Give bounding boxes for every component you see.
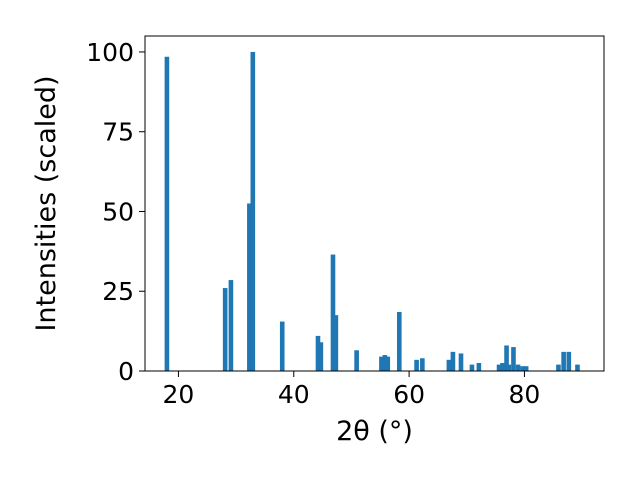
bar — [385, 356, 391, 371]
x-tick-label: 20 — [163, 380, 195, 409]
bar — [414, 359, 419, 371]
bar — [446, 359, 452, 371]
y-tick-label: 100 — [86, 38, 134, 67]
bar — [520, 366, 525, 371]
y-ticks-group: 0 25 50 75 100 — [86, 38, 145, 386]
y-tick-label: 25 — [102, 277, 134, 306]
bar — [504, 345, 509, 371]
bar — [575, 364, 580, 371]
bar — [379, 356, 384, 371]
bar — [250, 51, 256, 371]
bar — [450, 351, 456, 371]
bar — [458, 353, 464, 371]
x-tick-label: 60 — [393, 380, 425, 409]
bar — [247, 203, 252, 371]
bar — [469, 364, 475, 371]
bar — [382, 355, 388, 371]
bar — [279, 321, 285, 371]
bar — [496, 364, 502, 371]
bar — [566, 351, 572, 371]
bar — [354, 350, 359, 371]
y-axis-label: Intensities (scaled) — [31, 75, 62, 331]
plot-frame — [144, 35, 605, 372]
bar — [506, 364, 512, 371]
x-axis-label: 2θ (°) — [336, 416, 413, 447]
bar — [476, 363, 482, 371]
bar — [523, 366, 529, 371]
bar — [511, 347, 516, 371]
y-tick-label: 0 — [118, 357, 134, 386]
y-tick-label: 50 — [102, 197, 134, 226]
bar — [500, 363, 505, 371]
bar — [561, 351, 566, 371]
bar — [164, 56, 170, 372]
x-ticks-group: 20 40 60 80 — [163, 371, 541, 409]
bar — [228, 280, 234, 371]
bar — [315, 335, 321, 371]
bar — [222, 288, 228, 371]
bar — [420, 358, 425, 371]
bar — [333, 315, 339, 371]
bar — [318, 342, 324, 371]
bar — [330, 254, 336, 371]
bar — [556, 364, 561, 371]
x-tick-label: 40 — [278, 380, 310, 409]
bar — [515, 364, 521, 371]
x-tick-label: 80 — [509, 380, 541, 409]
y-tick-label: 75 — [102, 118, 134, 147]
bar — [396, 311, 402, 371]
bars-group — [164, 51, 580, 372]
